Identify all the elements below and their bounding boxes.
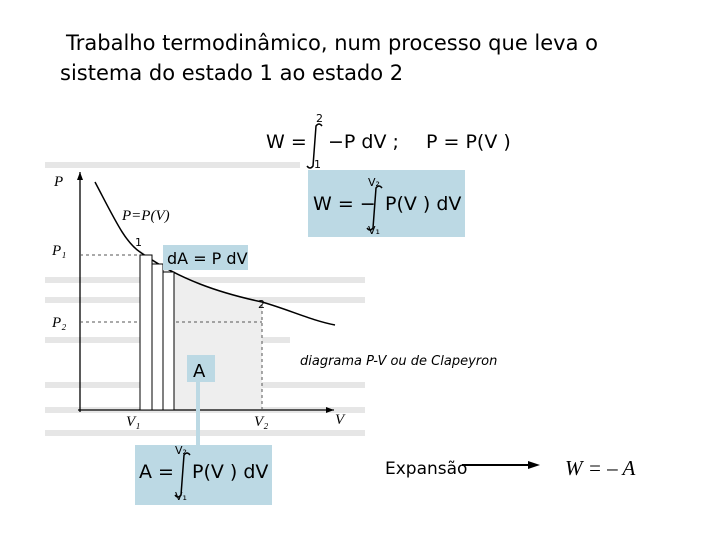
formula-text: −P dV ; xyxy=(328,131,399,153)
tick-label: V₂ xyxy=(254,414,268,430)
limit: 1 xyxy=(314,158,321,171)
formula-text: W = xyxy=(266,131,307,153)
formula-text: P(V ) dV xyxy=(385,193,461,215)
area-box xyxy=(187,355,215,382)
strip-label: dA = P dV xyxy=(167,249,248,268)
curve xyxy=(94,181,336,326)
state-label: 2 xyxy=(258,298,265,311)
tick-label: V₁ xyxy=(126,414,140,430)
tick-label: P₁ xyxy=(51,243,66,259)
formula-text: A = xyxy=(139,461,174,483)
curve-label: P=P(V) xyxy=(121,208,170,224)
integral-sign xyxy=(306,123,323,169)
formula-text: P(V ) dV xyxy=(192,461,268,483)
title-line: sistema do estado 1 ao estado 2 xyxy=(60,61,403,85)
integral-sign xyxy=(366,185,383,231)
axis-label: V xyxy=(335,412,346,428)
formula-text: P = P(V ) xyxy=(426,131,511,153)
title-line: Trabalho termodinâmico, num processo que… xyxy=(65,31,598,55)
area-label: A xyxy=(193,361,206,382)
integral-sign xyxy=(174,452,191,498)
caption: diagrama P-V ou de Clapeyron xyxy=(300,354,497,369)
axis-label: P xyxy=(53,174,63,190)
strips xyxy=(139,254,175,411)
limit: V₂ xyxy=(175,444,187,457)
limit: V₁ xyxy=(175,490,187,503)
arrowhead xyxy=(528,461,540,469)
formula-text: W = − xyxy=(313,193,376,215)
limit: V₁ xyxy=(368,224,380,237)
expansion-label: Expansão xyxy=(385,459,467,479)
strip-box xyxy=(163,245,248,270)
formula-box xyxy=(308,170,465,237)
formula-box xyxy=(135,445,272,505)
limit: V₂ xyxy=(368,176,380,189)
result: W = – A xyxy=(565,456,636,480)
state-label: 1 xyxy=(135,236,142,249)
tick-label: P₂ xyxy=(51,315,66,331)
limit: 2 xyxy=(316,112,323,125)
